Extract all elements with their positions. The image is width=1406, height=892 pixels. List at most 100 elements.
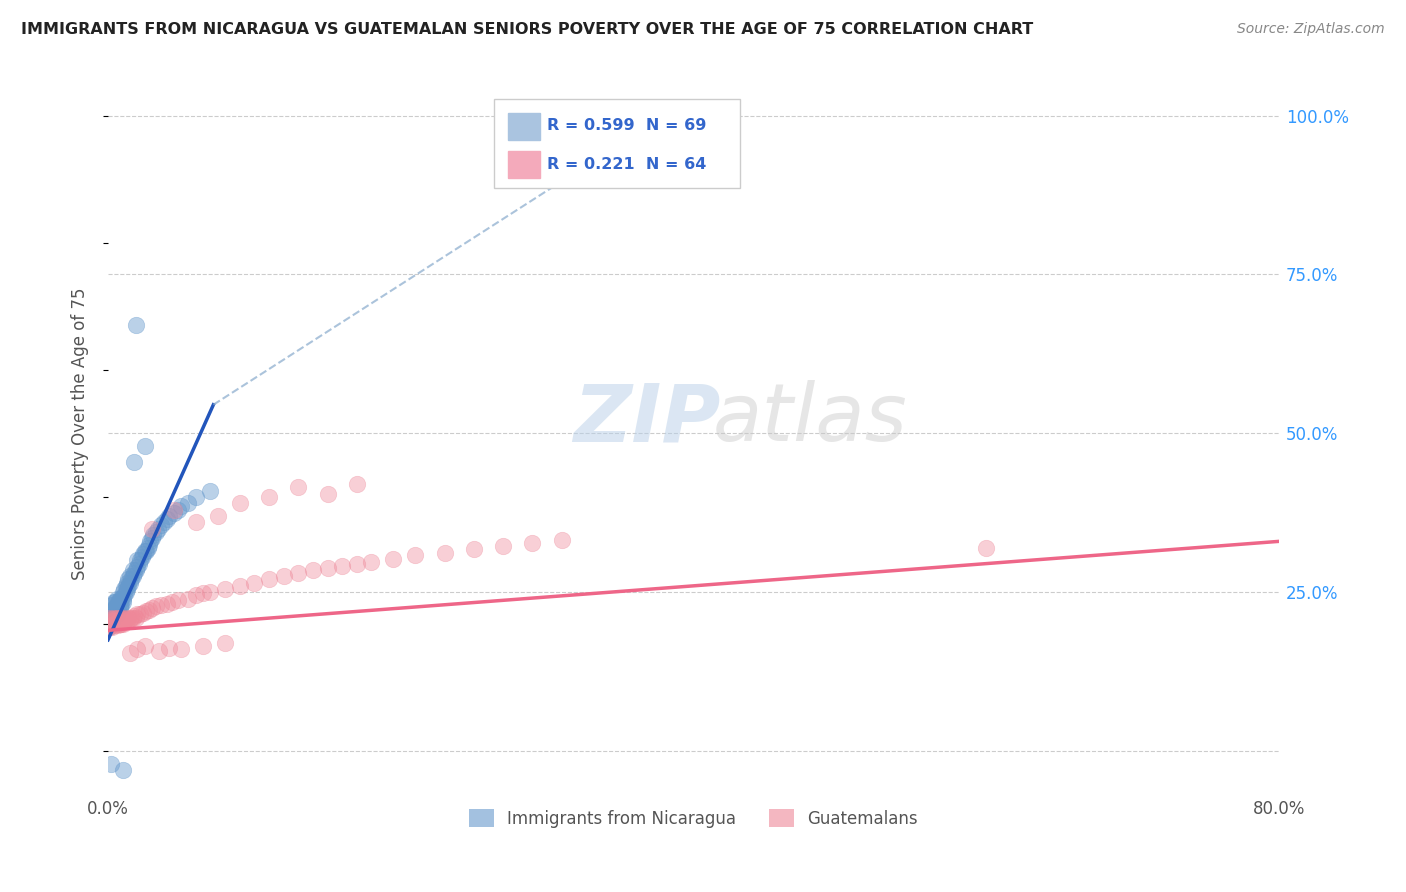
Point <box>243 575 266 590</box>
Point <box>111 595 134 609</box>
Point <box>167 502 190 516</box>
Point <box>522 535 544 549</box>
Point <box>228 579 250 593</box>
Point <box>170 500 193 514</box>
Point <box>127 607 149 622</box>
Point <box>103 610 125 624</box>
Point <box>191 639 214 653</box>
Point <box>138 537 160 551</box>
Point <box>100 612 122 626</box>
Point <box>125 318 148 333</box>
FancyBboxPatch shape <box>509 113 540 140</box>
Point <box>101 607 124 622</box>
Point <box>273 569 295 583</box>
Point <box>142 528 165 542</box>
Point <box>134 639 156 653</box>
Point <box>184 588 207 602</box>
Point <box>112 614 135 628</box>
Point <box>974 541 997 555</box>
Point <box>98 610 121 624</box>
Point <box>316 486 339 500</box>
Point <box>104 595 127 609</box>
Point <box>214 636 236 650</box>
Point <box>110 591 132 606</box>
Legend: Immigrants from Nicaragua, Guatemalans: Immigrants from Nicaragua, Guatemalans <box>463 803 925 834</box>
Point <box>111 617 134 632</box>
Point <box>404 549 426 563</box>
Point <box>111 763 134 777</box>
Point <box>120 610 142 624</box>
Point <box>132 606 155 620</box>
Point <box>108 610 131 624</box>
Point <box>108 598 131 612</box>
Point <box>214 582 236 596</box>
Point <box>316 561 339 575</box>
Point <box>118 612 141 626</box>
Point <box>124 566 146 581</box>
Point <box>167 592 190 607</box>
Point <box>145 524 167 539</box>
Point <box>104 612 127 626</box>
Point <box>122 563 145 577</box>
Point <box>114 612 136 626</box>
FancyBboxPatch shape <box>509 151 540 178</box>
Point <box>228 496 250 510</box>
Point <box>134 439 156 453</box>
Point <box>257 490 280 504</box>
Point <box>177 496 200 510</box>
Text: R = 0.599  N = 69: R = 0.599 N = 69 <box>547 119 706 133</box>
Point <box>551 533 574 547</box>
Point <box>155 512 177 526</box>
Text: atlas: atlas <box>713 380 908 458</box>
Y-axis label: Seniors Poverty Over the Age of 75: Seniors Poverty Over the Age of 75 <box>72 287 89 580</box>
FancyBboxPatch shape <box>495 99 741 187</box>
Text: Source: ZipAtlas.com: Source: ZipAtlas.com <box>1237 22 1385 37</box>
Point <box>145 599 167 614</box>
Text: R = 0.221  N = 64: R = 0.221 N = 64 <box>547 157 706 172</box>
Point <box>128 557 150 571</box>
Point <box>184 516 207 530</box>
Point <box>105 598 128 612</box>
Point <box>136 541 159 555</box>
Point <box>155 597 177 611</box>
Point <box>110 612 132 626</box>
Point <box>139 534 162 549</box>
Point <box>141 522 163 536</box>
Point <box>108 591 131 606</box>
Point <box>152 516 174 530</box>
Point <box>104 607 127 622</box>
Point <box>177 591 200 606</box>
Point <box>111 585 134 599</box>
Point <box>111 610 134 624</box>
Point <box>127 559 149 574</box>
Point <box>98 610 121 624</box>
Point <box>100 604 122 618</box>
Point <box>200 585 222 599</box>
Point <box>107 614 129 628</box>
Point <box>125 563 148 577</box>
Point <box>124 609 146 624</box>
Point <box>118 575 141 590</box>
Point <box>117 579 139 593</box>
Point <box>302 563 325 577</box>
Point <box>98 620 121 634</box>
Point <box>287 566 309 581</box>
Point <box>114 579 136 593</box>
Point <box>100 618 122 632</box>
Point <box>122 569 145 583</box>
Point <box>101 614 124 628</box>
Point <box>124 455 146 469</box>
Point <box>132 547 155 561</box>
Point <box>101 598 124 612</box>
Point <box>104 601 127 615</box>
Point <box>122 610 145 624</box>
Point <box>110 617 132 632</box>
Point <box>131 550 153 565</box>
Point <box>330 558 353 573</box>
Point <box>112 588 135 602</box>
Point <box>120 573 142 587</box>
Point <box>134 544 156 558</box>
Point <box>117 610 139 624</box>
Point <box>257 573 280 587</box>
Point <box>138 603 160 617</box>
